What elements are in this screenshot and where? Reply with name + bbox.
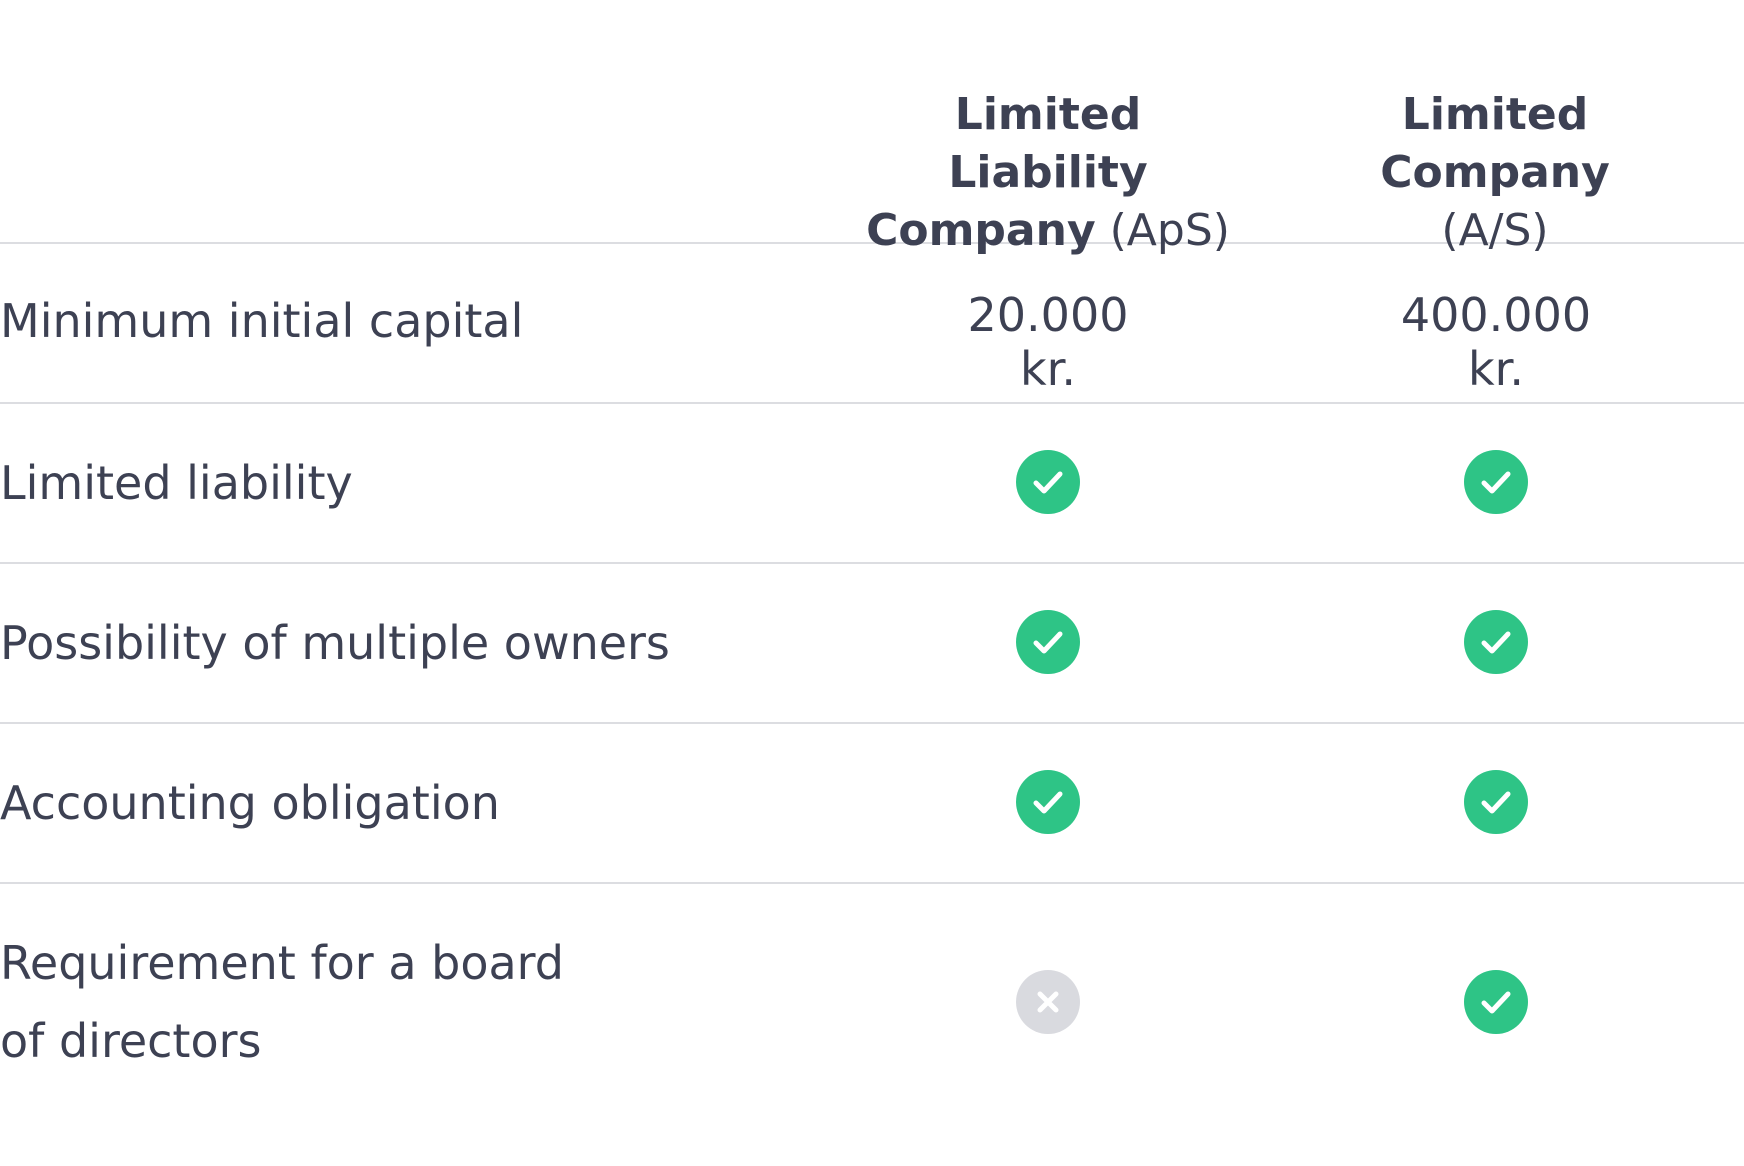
row-label: Possibility of multiple owners	[0, 616, 670, 670]
row-label: Limited liability	[0, 456, 353, 510]
cell-aps	[948, 770, 1148, 845]
check-icon	[1464, 770, 1528, 834]
table-row: Minimum initial capital 20.000 kr. 400.0…	[0, 244, 1744, 404]
column-header-aps-line1: Limited Liability	[948, 89, 1148, 198]
cell-as	[1396, 610, 1596, 685]
cell-as	[1396, 970, 1596, 1045]
check-icon	[1016, 610, 1080, 674]
capital-aps-value: 20.000 kr.	[967, 288, 1129, 396]
cell-as	[1396, 770, 1596, 845]
column-header-aps-line2: Company	[866, 205, 1096, 256]
cross-icon	[1016, 970, 1080, 1034]
table-row: Requirement for a board of directors	[0, 884, 1744, 1124]
table-row: Possibility of multiple owners	[0, 564, 1744, 724]
row-label: Minimum initial capital	[0, 294, 524, 348]
table-header: Limited Liability Company (ApS) Limited …	[0, 0, 1744, 256]
row-label: Accounting obligation	[0, 776, 500, 830]
table-row: Limited liability	[0, 404, 1744, 564]
column-header-aps-abbr: (ApS)	[1109, 205, 1230, 256]
check-icon	[1464, 450, 1528, 514]
cell-aps	[948, 970, 1148, 1045]
check-icon	[1016, 450, 1080, 514]
column-header-aps: Limited Liability Company (ApS)	[848, 86, 1248, 260]
cell-as	[1396, 450, 1596, 525]
column-header-as-title: Limited Company	[1380, 89, 1610, 198]
capital-as-value: 400.000 kr.	[1400, 288, 1592, 396]
cell-aps	[948, 610, 1148, 685]
comparison-table: Limited Liability Company (ApS) Limited …	[0, 0, 1744, 1124]
column-header-as-abbr: (A/S)	[1441, 205, 1549, 256]
check-icon	[1016, 770, 1080, 834]
check-icon	[1464, 610, 1528, 674]
table-row: Accounting obligation	[0, 724, 1744, 884]
column-header-as: Limited Company (A/S)	[1280, 86, 1710, 260]
cell-aps	[948, 450, 1148, 525]
check-icon	[1464, 970, 1528, 1034]
row-label: Requirement for a board of directors	[0, 936, 564, 1068]
